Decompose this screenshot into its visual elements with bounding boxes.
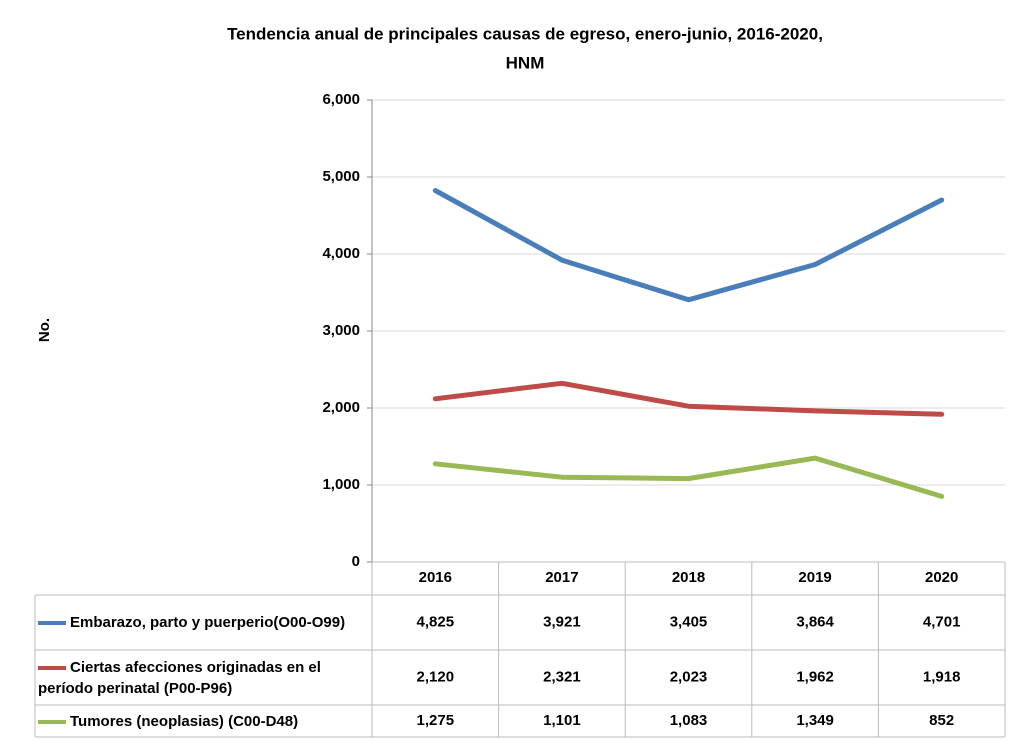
legend-entry: Ciertas afecciones originadas en el perí… [38,650,370,705]
y-tick-label: 6,000 [322,91,360,108]
table-value: 2,023 [670,668,708,685]
series-line [432,188,945,303]
table-value: 1,083 [670,712,708,729]
legend-text: Tumores (neoplasias) (C00-D48) [38,711,298,732]
legend-text: Ciertas afecciones originadas en el perí… [38,657,370,699]
legend-label: Ciertas afecciones originadas en el perí… [38,658,321,697]
legend-swatch [38,719,66,724]
y-tick-label: 1,000 [322,476,360,493]
x-tick-label: 2020 [925,569,958,586]
y-axis-label: No. [36,318,53,342]
table-value: 1,349 [796,712,834,729]
table-value: 3,864 [796,613,834,630]
y-tick-label: 5,000 [322,168,360,185]
x-tick-label: 2018 [672,569,705,586]
y-tick-label: 0 [352,553,360,570]
x-tick-label: 2019 [798,569,831,586]
y-tick-label: 2,000 [322,399,360,416]
table-value: 1,101 [543,712,581,729]
y-tick-label: 3,000 [322,322,360,339]
x-tick-label: 2017 [545,569,578,586]
table-value: 1,962 [796,668,834,685]
legend-swatch [38,621,66,626]
legend-text: Embarazo, parto y puerperio(O00-O99) [38,612,345,633]
legend-label: Embarazo, parto y puerperio(O00-O99) [70,614,346,631]
legend-swatch [38,665,66,670]
table-value: 4,825 [417,613,455,630]
y-tick-label: 4,000 [322,245,360,262]
table-value: 3,405 [670,613,708,630]
table-value: 1,918 [923,668,961,685]
series-line [432,455,945,499]
table-value: 4,701 [923,613,961,630]
table-value: 1,275 [417,712,455,729]
table-value: 2,321 [543,668,581,685]
table-value: 852 [929,712,954,729]
legend-label: Tumores (neoplasias) (C00-D48) [70,712,299,730]
x-tick-label: 2016 [419,569,452,586]
series-line [432,380,945,417]
chart-title: Tendencia anual de principales causas de… [227,24,823,43]
chart-title: HNM [506,53,545,72]
table-value: 2,120 [417,668,455,685]
legend-entry: Embarazo, parto y puerperio(O00-O99) [38,595,370,650]
legend-entry: Tumores (neoplasias) (C00-D48) [38,705,370,737]
table-value: 3,921 [543,613,581,630]
